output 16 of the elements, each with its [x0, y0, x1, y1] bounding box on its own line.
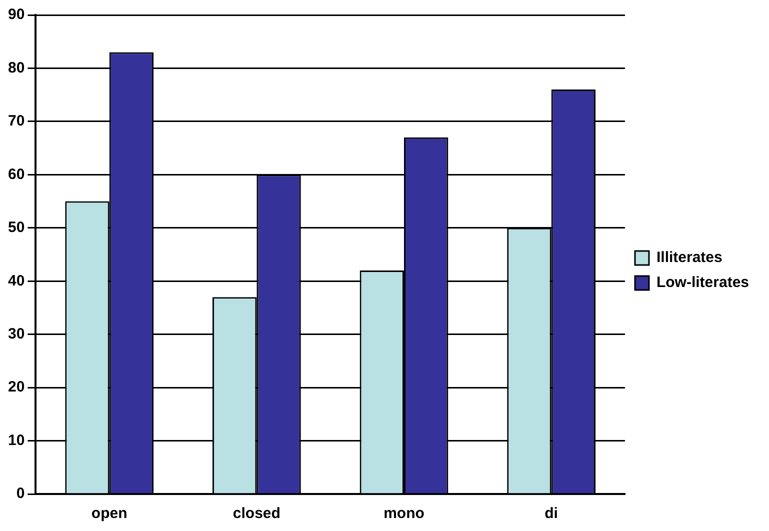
x-tick-label: open: [91, 505, 128, 522]
x-tick-label: di: [544, 505, 558, 522]
y-tick-label: 50: [8, 219, 25, 236]
y-tick-label: 30: [8, 325, 25, 342]
legend-label: Low-literates: [656, 274, 750, 292]
x-tick-label: mono: [384, 505, 424, 522]
y-tick-label: 0: [16, 485, 25, 502]
y-tick-label: 60: [8, 166, 25, 183]
y-tick-label: 90: [8, 6, 25, 24]
y-tick-label: 70: [8, 112, 25, 130]
legend-label: Illiterates: [656, 249, 722, 266]
x-tick-label: closed: [232, 505, 280, 522]
y-tick-label: 10: [8, 432, 25, 449]
y-tick-label: 20: [8, 378, 25, 396]
y-tick-label: 80: [8, 59, 25, 76]
y-tick-label: 40: [8, 272, 25, 290]
